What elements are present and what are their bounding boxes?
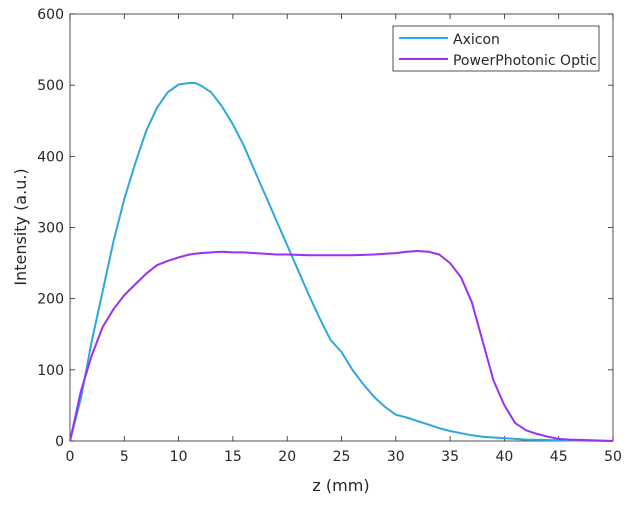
y-tick-label: 300 [37,221,64,237]
x-axis-label: z (mm) [312,476,369,495]
plot-area [69,13,614,442]
legend-label-powerphotonic: PowerPhotonic Optic [453,53,597,69]
x-tick-label: 15 [224,449,242,465]
x-tick-label: 35 [441,449,459,465]
y-tick-label: 200 [37,292,64,308]
y-tick-label: 600 [37,7,64,23]
x-tick-label: 20 [278,449,296,465]
legend: Axicon PowerPhotonic Optic [392,25,600,72]
x-tick-label: 0 [66,449,75,465]
y-tick-label: 0 [55,434,64,450]
y-tick-label: 100 [37,363,64,379]
series-line-axicon [69,82,614,442]
x-tick-label: 40 [495,449,513,465]
y-axis-label: Intensity (a.u.) [11,168,30,285]
legend-label-axicon: Axicon [453,32,500,48]
x-tick-label: 45 [550,449,568,465]
x-tick-label: 5 [120,449,129,465]
y-tick-label: 500 [37,78,64,94]
x-tick-label: 25 [333,449,351,465]
y-tick-label: 400 [37,149,64,165]
x-tick-label: 30 [387,449,405,465]
x-tick-label: 10 [170,449,188,465]
series-line-powerphotonic-optic [69,250,614,442]
x-tick-label: 50 [604,449,622,465]
